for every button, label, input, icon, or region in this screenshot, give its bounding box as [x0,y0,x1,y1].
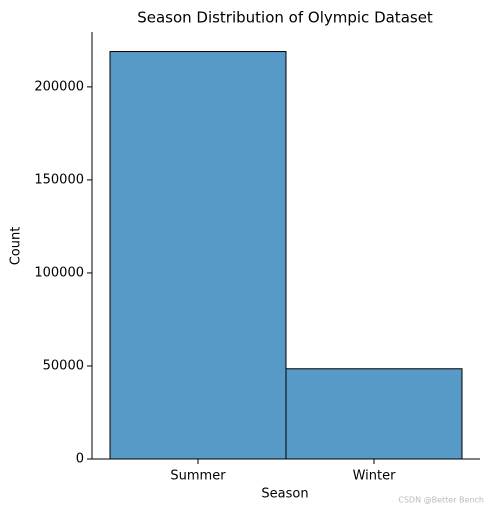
bar [285,368,463,460]
chart-title: Season Distribution of Olympic Dataset [137,9,433,27]
x-axis-label: Season [261,487,308,502]
y-tick-label: 0 [76,452,84,467]
y-tick-label: 100000 [34,265,84,280]
y-tick-label: 50000 [43,358,84,373]
y-tick-label: 150000 [34,172,84,187]
x-tick-label: Summer [170,469,226,484]
y-tick-label: 200000 [34,79,84,94]
bar [109,51,287,460]
x-tick-label: Winter [353,469,397,484]
y-axis-label: Count [9,227,24,266]
watermark: CSDN @Better Bench [398,496,484,505]
